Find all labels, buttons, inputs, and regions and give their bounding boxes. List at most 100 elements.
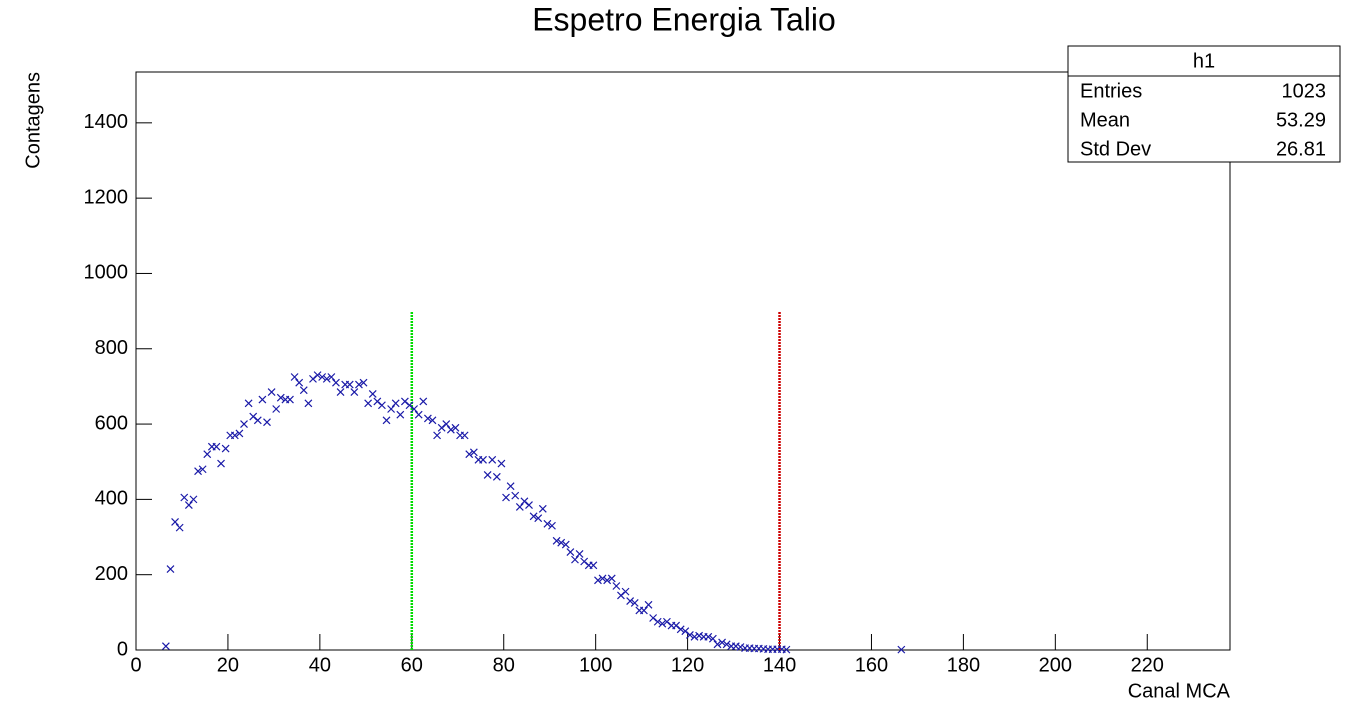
data-point: [897, 645, 906, 654]
data-point: [451, 423, 460, 432]
data-point: [355, 380, 363, 389]
data-point: [676, 625, 685, 634]
data-point: [658, 619, 667, 628]
data-point: [235, 429, 244, 438]
data-point: [621, 587, 630, 596]
data-point: [612, 582, 621, 590]
data-point: [492, 472, 501, 481]
data-point: [722, 640, 731, 649]
x-tick-label: 160: [855, 654, 888, 676]
data-point: [166, 565, 175, 573]
data-point: [203, 450, 212, 459]
y-tick-label: 600: [95, 412, 128, 434]
y-tick-label: 1200: [84, 186, 129, 208]
data-point: [538, 504, 547, 513]
data-point: [221, 444, 230, 453]
data-point: [263, 418, 271, 427]
data-point: [529, 512, 538, 521]
data-point: [594, 576, 602, 585]
stats-value: 1023: [1282, 80, 1327, 102]
data-point: [782, 645, 791, 654]
x-tick-label: 220: [1131, 654, 1164, 676]
data-point: [267, 388, 276, 396]
data-point: [410, 405, 419, 413]
data-point: [713, 640, 722, 649]
data-point: [566, 548, 575, 557]
y-tick-label: 1400: [84, 111, 129, 133]
stats-value: 53.29: [1276, 109, 1326, 131]
plot-frame: [135, 71, 1231, 651]
data-point: [479, 455, 487, 464]
data-point: [180, 493, 189, 502]
data-point: [644, 600, 653, 609]
data-point: [525, 501, 533, 509]
data-point: [194, 467, 202, 476]
data-point: [184, 501, 193, 509]
stats-box: h1 Entries 1023 Mean 53.29 Std Dev 26.81: [1067, 45, 1341, 163]
data-point: [653, 617, 662, 626]
data-point: [548, 521, 556, 530]
data-point: [557, 538, 566, 547]
data-point: [640, 606, 648, 615]
data-point: [630, 599, 639, 607]
data-point: [364, 399, 373, 408]
data-point: [318, 373, 327, 381]
x-tick-label: 40: [309, 654, 331, 676]
data-point: [253, 416, 262, 425]
data-point: [433, 431, 442, 440]
x-axis-label: Canal MCA: [1128, 680, 1231, 702]
stats-frame: [1067, 45, 1341, 163]
data-point: [336, 388, 345, 396]
data-point: [502, 493, 510, 502]
data-point: [313, 371, 322, 380]
y-tick-label: 400: [95, 488, 128, 510]
stats-label: Entries: [1080, 80, 1142, 102]
data-point: [276, 393, 285, 402]
data-point: [497, 459, 506, 468]
data-point: [244, 399, 253, 408]
data-point: [240, 420, 248, 428]
data-point: [198, 465, 207, 474]
data-point: [382, 416, 391, 425]
data-point: [368, 390, 377, 398]
data-point: [428, 416, 437, 425]
data-point: [589, 561, 598, 570]
x-tick-label: 60: [401, 654, 423, 676]
data-point: [299, 386, 308, 395]
x-tick-label: 20: [217, 654, 239, 676]
data-point: [465, 450, 474, 459]
data-point: [217, 459, 225, 468]
data-point: [515, 502, 524, 511]
data-point: [446, 425, 455, 434]
y-tick-label: 1000: [84, 262, 129, 284]
x-tick-label: 100: [579, 654, 612, 676]
y-tick-label: 0: [117, 638, 128, 660]
data-point: [171, 518, 179, 526]
data-point: [488, 455, 497, 464]
data-point: [736, 643, 745, 651]
data-point: [387, 405, 396, 413]
data-point: [327, 373, 336, 381]
x-tick-label: 200: [1039, 654, 1072, 676]
data-point: [295, 378, 304, 387]
data-point: [704, 632, 713, 641]
data-point: [718, 638, 726, 647]
data-point: [506, 482, 515, 491]
data-point: [483, 470, 492, 479]
y-tick-label: 200: [95, 563, 128, 585]
data-point: [511, 491, 520, 500]
data-point: [685, 631, 694, 639]
data-point: [212, 442, 221, 451]
x-tick-label: 0: [130, 654, 141, 676]
data-point: [423, 414, 432, 423]
data-point: [304, 399, 313, 408]
data-point: [272, 405, 281, 413]
data-point: [290, 373, 299, 381]
data-point: [469, 448, 478, 457]
data-point: [571, 555, 579, 564]
data-point: [598, 574, 607, 583]
stats-label: Mean: [1080, 109, 1130, 131]
stats-label: Std Dev: [1080, 138, 1151, 160]
